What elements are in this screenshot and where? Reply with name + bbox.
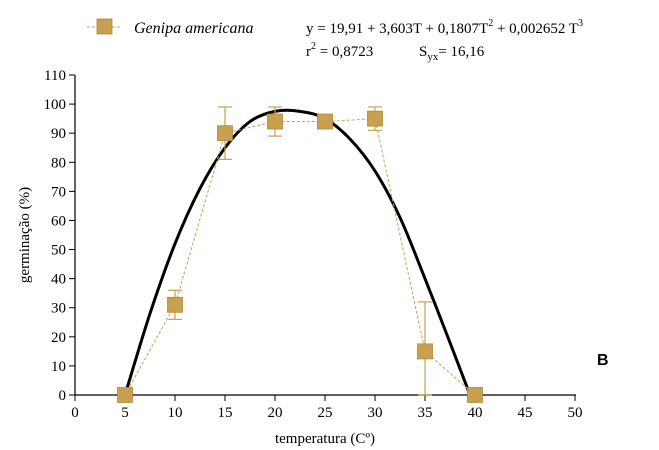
legend-series-name: Genipa americana xyxy=(134,20,254,37)
x-tick-label: 45 xyxy=(518,405,533,421)
x-tick-label: 10 xyxy=(168,405,183,421)
r2-label: r xyxy=(306,44,311,60)
x-axis-label: temperatura (Cº) xyxy=(275,431,375,447)
y-tick-label: 50 xyxy=(51,243,66,259)
observed-series-line xyxy=(124,118,476,396)
x-tick-label: 30 xyxy=(368,405,383,421)
observed-series-layer xyxy=(117,106,483,403)
x-tick-label: 25 xyxy=(318,405,333,421)
equation-exp-3: 3 xyxy=(578,18,583,29)
y-tick-label: 90 xyxy=(51,126,66,142)
y-tick-label: 110 xyxy=(44,68,66,84)
data-point-marker xyxy=(417,343,433,360)
fitted-curve xyxy=(123,108,472,396)
x-tick-label: 0 xyxy=(71,405,79,421)
syx-value: = 16,16 xyxy=(438,44,484,60)
equation-exp-2: 2 xyxy=(488,18,493,29)
y-tick-label: 70 xyxy=(51,184,66,200)
data-point-marker xyxy=(367,110,383,127)
data-point-marker xyxy=(217,125,233,142)
legend-marker xyxy=(96,18,113,35)
y-tick-label: 40 xyxy=(51,272,66,288)
y-axis-label: germinação (%) xyxy=(17,187,33,283)
legend: Genipa americana xyxy=(87,18,254,37)
y-tick-label: 0 xyxy=(59,388,67,404)
r2-value: = 0,8723 xyxy=(316,44,373,60)
data-point-marker xyxy=(267,113,283,130)
y-tick-label: 20 xyxy=(51,330,66,346)
y-tick-label: 80 xyxy=(51,155,66,171)
r2-exponent: 2 xyxy=(311,41,316,52)
x-tick-label: 15 xyxy=(218,405,233,421)
fitted-curve-layer xyxy=(123,108,472,396)
y-tick-label: 100 xyxy=(44,97,67,113)
x-tick-label: 40 xyxy=(468,405,483,421)
panel-label: B xyxy=(597,352,609,369)
data-point-marker xyxy=(467,387,483,403)
equation-main: y = 19,91 + 3,603T + 0,1807T xyxy=(306,21,488,37)
y-tick-label: 30 xyxy=(51,301,66,317)
data-point-marker xyxy=(117,387,133,403)
x-tick-label: 20 xyxy=(268,405,283,421)
data-point-marker xyxy=(317,113,333,130)
y-tick-label: 60 xyxy=(51,213,66,229)
equation-mid: + 0,002652 T xyxy=(493,21,578,37)
data-point-marker xyxy=(167,296,183,313)
r-squared: r2 = 0,8723 xyxy=(306,41,373,60)
y-tick-label: 10 xyxy=(51,359,66,375)
y-axis-ticks: 0 10 20 30 40 50 60 70 80 90 100 110 xyxy=(44,68,75,404)
x-tick-label: 5 xyxy=(121,405,129,421)
syx-subscript: yx xyxy=(427,51,439,63)
x-axis-ticks: 0 5 10 15 20 25 30 35 40 45 50 xyxy=(71,395,583,421)
x-tick-label: 50 xyxy=(568,405,583,421)
regression-equation: y = 19,91 + 3,603T + 0,1807T2 + 0,002652… xyxy=(306,18,583,37)
standard-error: Syx= 16,16 xyxy=(419,44,485,63)
x-tick-label: 35 xyxy=(418,405,433,421)
syx-label: S xyxy=(419,44,427,60)
